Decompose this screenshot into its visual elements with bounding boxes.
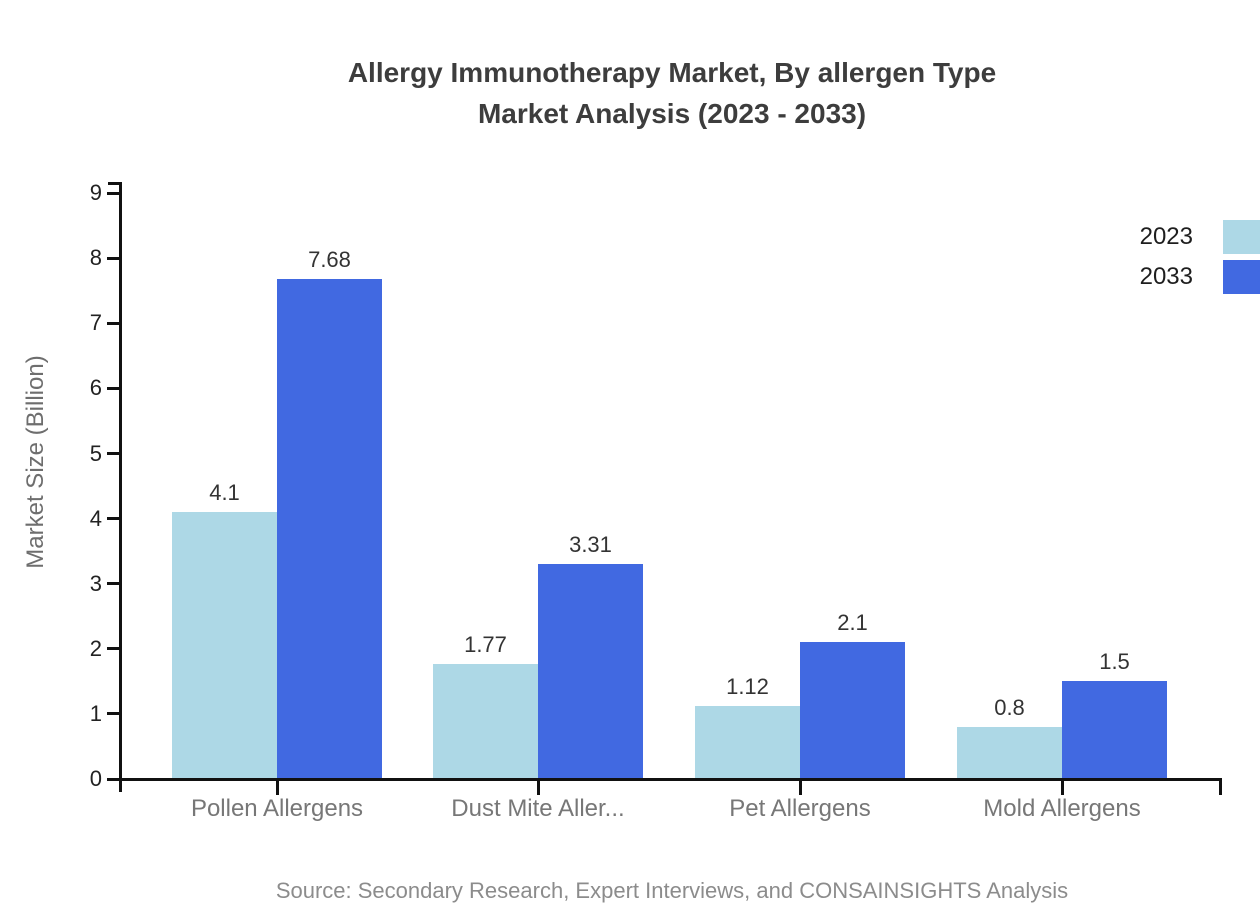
legend-swatch-2023 xyxy=(1223,220,1260,254)
x-tick xyxy=(275,781,279,795)
bar-2033-pet-allergens xyxy=(800,642,905,779)
y-tick-label: 6 xyxy=(89,375,102,401)
bar-value-label: 3.31 xyxy=(569,531,612,557)
category-label: Dust Mite Aller... xyxy=(451,795,625,822)
category-label: Pollen Allergens xyxy=(190,795,364,822)
bar-2023-pollen-allergens xyxy=(172,512,277,779)
bar-value-label: 0.8 xyxy=(994,694,1025,720)
bar-value-label: 7.68 xyxy=(308,247,351,273)
x-tick xyxy=(536,781,540,795)
bar-value-label: 1.5 xyxy=(1099,649,1130,675)
category-label: Pet Allergens xyxy=(729,795,871,822)
legend-label-2023: 2023 xyxy=(1139,223,1193,250)
bar-2023-mold-allergens xyxy=(957,726,1062,779)
bar-value-label: 2.1 xyxy=(837,610,868,636)
x-tick xyxy=(798,781,802,795)
y-axis-top-cap xyxy=(108,182,122,185)
y-tick xyxy=(107,256,122,260)
legend: 2023 2033 xyxy=(1100,219,1260,299)
y-tick xyxy=(107,191,122,195)
bar-2023-dust-mite-aller xyxy=(433,663,538,779)
y-tick-label: 7 xyxy=(89,310,102,336)
bar-value-label: 4.1 xyxy=(209,480,240,506)
category-label: Mold Allergens xyxy=(983,795,1141,822)
bar-value-label: 1.12 xyxy=(726,674,769,700)
chart-title-line1: Allergy Immunotherapy Market, By allerge… xyxy=(347,57,997,88)
legend-label-2033: 2033 xyxy=(1139,263,1193,290)
x-axis-line xyxy=(119,777,1222,781)
legend-item-2023: 2023 xyxy=(1100,219,1260,255)
y-tick-label: 1 xyxy=(89,700,102,726)
y-tick xyxy=(107,647,122,651)
y-tick-label: 9 xyxy=(89,180,102,206)
y-tick-label: 4 xyxy=(89,505,102,531)
y-tick xyxy=(107,582,122,586)
bar-2033-mold-allergens xyxy=(1062,681,1167,779)
chart-title: Allergy Immunotherapy Market, By allerge… xyxy=(122,52,1222,134)
bar-value-label: 1.77 xyxy=(464,631,507,657)
y-tick xyxy=(107,712,122,716)
y-tick xyxy=(107,321,122,325)
x-axis-end-cap xyxy=(1219,781,1222,795)
y-tick-label: 3 xyxy=(89,570,102,596)
y-tick xyxy=(107,517,122,521)
source-note: Source: Secondary Research, Expert Inter… xyxy=(275,878,1069,903)
y-tick xyxy=(107,386,122,390)
y-axis-title: Market Size (Billion) xyxy=(22,355,49,569)
x-tick xyxy=(1060,781,1064,795)
bar-2033-pollen-allergens xyxy=(277,279,382,779)
legend-item-2033: 2033 xyxy=(1100,259,1260,295)
y-tick-label: 0 xyxy=(89,766,102,791)
legend-swatch-2033 xyxy=(1223,260,1260,294)
y-tick-label: 5 xyxy=(89,440,102,466)
chart-title-line2: Market Analysis (2023 - 2033) xyxy=(477,98,867,129)
bar-2033-dust-mite-aller xyxy=(538,563,643,779)
y-axis-line xyxy=(119,182,122,792)
y-tick-label: 8 xyxy=(89,245,102,271)
bar-2023-pet-allergens xyxy=(695,706,800,779)
y-tick-label: 2 xyxy=(89,635,102,661)
y-tick xyxy=(107,452,122,455)
y-tick xyxy=(107,777,122,781)
